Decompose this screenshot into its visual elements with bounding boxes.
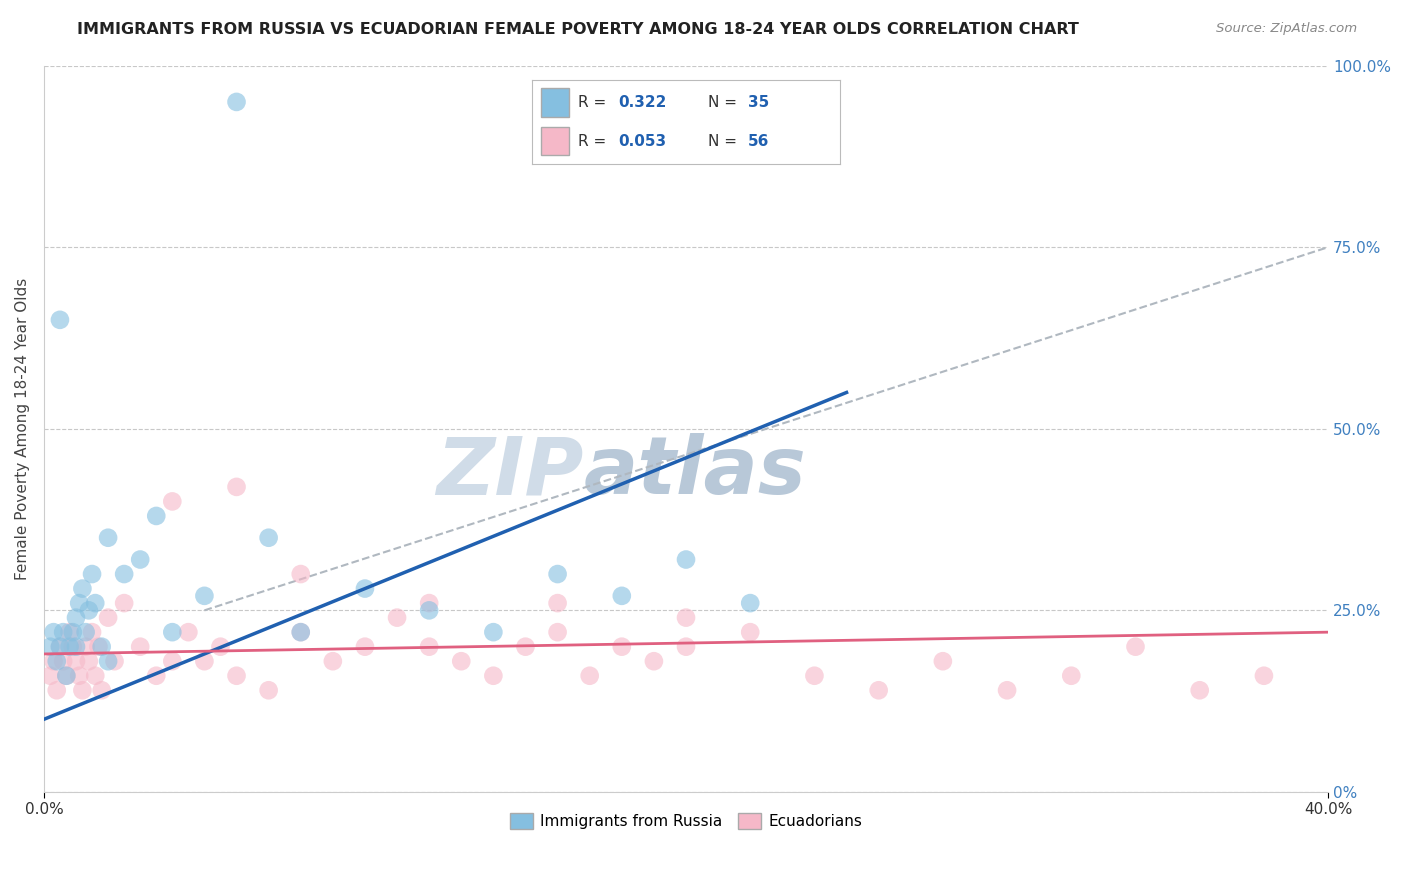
- Point: [675, 552, 697, 566]
- Point: [450, 654, 472, 668]
- Point: [90, 640, 112, 654]
- Point: [225, 669, 247, 683]
- Point: [290, 567, 312, 582]
- Point: [55, 669, 77, 683]
- Point: [225, 95, 247, 109]
- Point: [77, 603, 100, 617]
- Point: [257, 531, 280, 545]
- Point: [610, 640, 633, 654]
- Point: [515, 640, 537, 654]
- Point: [290, 625, 312, 640]
- Point: [87, 640, 110, 654]
- Point: [145, 669, 167, 683]
- Point: [45, 654, 67, 668]
- Point: [97, 610, 120, 624]
- Point: [177, 625, 200, 640]
- Text: ZIP: ZIP: [436, 434, 583, 511]
- Point: [1188, 683, 1211, 698]
- Point: [62, 640, 84, 654]
- Point: [75, 640, 97, 654]
- Point: [65, 654, 87, 668]
- Point: [675, 610, 697, 624]
- Text: atlas: atlas: [583, 434, 806, 511]
- Point: [290, 625, 312, 640]
- Point: [145, 508, 167, 523]
- Point: [42, 654, 65, 668]
- Point: [482, 669, 505, 683]
- Point: [1060, 669, 1083, 683]
- Point: [49, 640, 72, 654]
- Point: [418, 603, 440, 617]
- Point: [45, 683, 67, 698]
- Point: [995, 683, 1018, 698]
- Point: [84, 669, 107, 683]
- Text: IMMIGRANTS FROM RUSSIA VS ECUADORIAN FEMALE POVERTY AMONG 18-24 YEAR OLDS CORREL: IMMIGRANTS FROM RUSSIA VS ECUADORIAN FEM…: [77, 22, 1080, 37]
- Point: [578, 669, 600, 683]
- Point: [90, 683, 112, 698]
- Point: [72, 582, 94, 596]
- Point: [385, 610, 408, 624]
- Point: [72, 683, 94, 698]
- Point: [354, 582, 377, 596]
- Point: [610, 589, 633, 603]
- Point: [103, 654, 125, 668]
- Point: [52, 625, 75, 640]
- Point: [97, 654, 120, 668]
- Point: [62, 625, 84, 640]
- Point: [129, 552, 152, 566]
- Legend: Immigrants from Russia, Ecuadorians: Immigrants from Russia, Ecuadorians: [503, 807, 869, 835]
- Point: [547, 596, 569, 610]
- Point: [803, 669, 825, 683]
- Point: [75, 625, 97, 640]
- Point: [740, 625, 762, 640]
- Point: [58, 625, 80, 640]
- Point: [257, 683, 280, 698]
- Point: [97, 531, 120, 545]
- Point: [112, 596, 135, 610]
- Point: [80, 567, 103, 582]
- Point: [740, 596, 762, 610]
- Point: [547, 567, 569, 582]
- Point: [1125, 640, 1147, 654]
- Point: [1253, 669, 1275, 683]
- Point: [418, 596, 440, 610]
- Y-axis label: Female Poverty Among 18-24 Year Olds: Female Poverty Among 18-24 Year Olds: [15, 277, 30, 580]
- Point: [55, 669, 77, 683]
- Point: [209, 640, 232, 654]
- Point: [162, 494, 184, 508]
- Point: [547, 625, 569, 640]
- Point: [65, 610, 87, 624]
- Point: [84, 596, 107, 610]
- Point: [193, 654, 215, 668]
- Point: [643, 654, 665, 668]
- Point: [39, 669, 62, 683]
- Point: [193, 589, 215, 603]
- Point: [675, 640, 697, 654]
- Point: [42, 625, 65, 640]
- Point: [65, 640, 87, 654]
- Point: [67, 669, 90, 683]
- Point: [67, 596, 90, 610]
- Point: [354, 640, 377, 654]
- Point: [225, 480, 247, 494]
- Point: [49, 313, 72, 327]
- Point: [39, 640, 62, 654]
- Text: Source: ZipAtlas.com: Source: ZipAtlas.com: [1216, 22, 1357, 36]
- Point: [77, 654, 100, 668]
- Point: [129, 640, 152, 654]
- Point: [52, 654, 75, 668]
- Point: [112, 567, 135, 582]
- Point: [80, 625, 103, 640]
- Point: [482, 625, 505, 640]
- Point: [58, 640, 80, 654]
- Point: [418, 640, 440, 654]
- Point: [322, 654, 344, 668]
- Point: [49, 640, 72, 654]
- Point: [162, 654, 184, 668]
- Point: [932, 654, 955, 668]
- Point: [868, 683, 890, 698]
- Point: [162, 625, 184, 640]
